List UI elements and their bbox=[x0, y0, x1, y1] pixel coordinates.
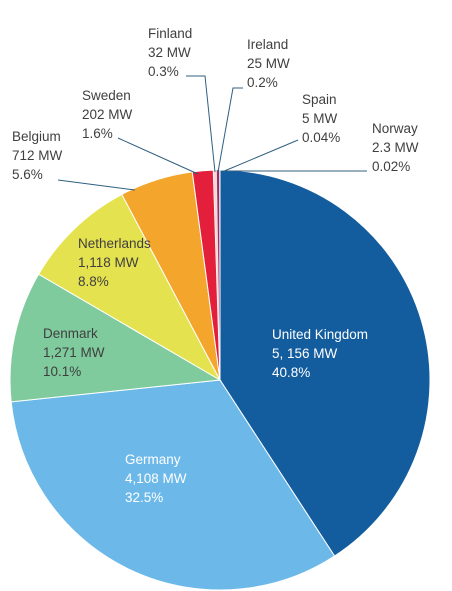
label-percent-finland: 0.3% bbox=[148, 64, 179, 79]
label-value-belgium: 712 MW bbox=[12, 148, 63, 163]
pie-slice-germany bbox=[10, 379, 336, 591]
label-value-finland: 32 MW bbox=[148, 45, 191, 60]
slice-label-sweden: Sweden 202 MW 1.6% bbox=[82, 88, 133, 141]
label-value-norway: 2.3 MW bbox=[372, 140, 419, 155]
label-percent-ireland: 0.2% bbox=[247, 75, 278, 90]
slice-label-finland: Finland 32 MW 0.3% bbox=[148, 26, 192, 79]
leader-line-ireland bbox=[217, 87, 243, 173]
slice-labels: United Kingdom 5, 156 MW 40.8% Germany 4,108… bbox=[12, 26, 419, 505]
label-percent-denmark: 10.1% bbox=[43, 364, 81, 379]
label-name-netherlands: Netherlands bbox=[78, 236, 151, 251]
pie-slice-netherlands bbox=[37, 193, 222, 382]
label-value-sweden: 202 MW bbox=[82, 107, 133, 122]
leader-line-belgium bbox=[57, 179, 136, 191]
slice-label-united-kingdom: United Kingdom 5, 156 MW 40.8% bbox=[272, 327, 368, 380]
slice-label-netherlands: Netherlands 1,118 MW 8.8% bbox=[78, 236, 151, 289]
label-name-denmark: Denmark bbox=[43, 326, 98, 341]
pie-slice-denmark bbox=[9, 273, 222, 403]
label-value-denmark: 1,271 MW bbox=[43, 345, 105, 360]
slice-label-germany: Germany 4,108 MW 32.5% bbox=[125, 452, 187, 505]
label-name-belgium: Belgium bbox=[12, 129, 61, 144]
label-percent-united-kingdom: 40.8% bbox=[272, 365, 310, 380]
label-percent-germany: 32.5% bbox=[125, 490, 163, 505]
label-value-united-kingdom: 5, 156 MW bbox=[272, 346, 338, 361]
label-name-united-kingdom: United Kingdom bbox=[272, 327, 368, 342]
label-percent-sweden: 1.6% bbox=[82, 126, 113, 141]
label-name-finland: Finland bbox=[148, 26, 192, 41]
label-value-netherlands: 1,118 MW bbox=[78, 255, 139, 270]
label-value-spain: 5 MW bbox=[302, 111, 338, 126]
label-percent-belgium: 5.6% bbox=[12, 167, 43, 182]
label-name-norway: Norway bbox=[372, 121, 418, 136]
pie-slice-united-kingdom bbox=[219, 169, 431, 557]
slice-label-norway: Norway 2.3 MW 0.02% bbox=[372, 121, 419, 174]
label-value-ireland: 25 MW bbox=[247, 56, 290, 71]
leader-line-finland bbox=[186, 75, 216, 173]
label-percent-spain: 0.04% bbox=[302, 130, 340, 145]
label-name-ireland: Ireland bbox=[247, 37, 288, 52]
label-percent-netherlands: 8.8% bbox=[78, 274, 109, 289]
label-value-germany: 4,108 MW bbox=[125, 471, 187, 486]
leader-lines bbox=[57, 75, 367, 191]
label-name-spain: Spain bbox=[302, 92, 337, 107]
leader-line-sweden bbox=[117, 137, 199, 175]
slice-label-spain: Spain 5 MW 0.04% bbox=[302, 92, 340, 145]
label-name-germany: Germany bbox=[125, 452, 181, 467]
slice-label-ireland: Ireland 25 MW 0.2% bbox=[247, 37, 290, 90]
leader-line-spain bbox=[221, 139, 299, 173]
pie-slices bbox=[9, 169, 431, 591]
slice-label-belgium: Belgium 712 MW 5.6% bbox=[12, 129, 63, 182]
label-name-sweden: Sweden bbox=[82, 88, 131, 103]
slice-label-denmark: Denmark 1,271 MW 10.1% bbox=[43, 326, 105, 379]
label-percent-norway: 0.02% bbox=[372, 159, 410, 174]
